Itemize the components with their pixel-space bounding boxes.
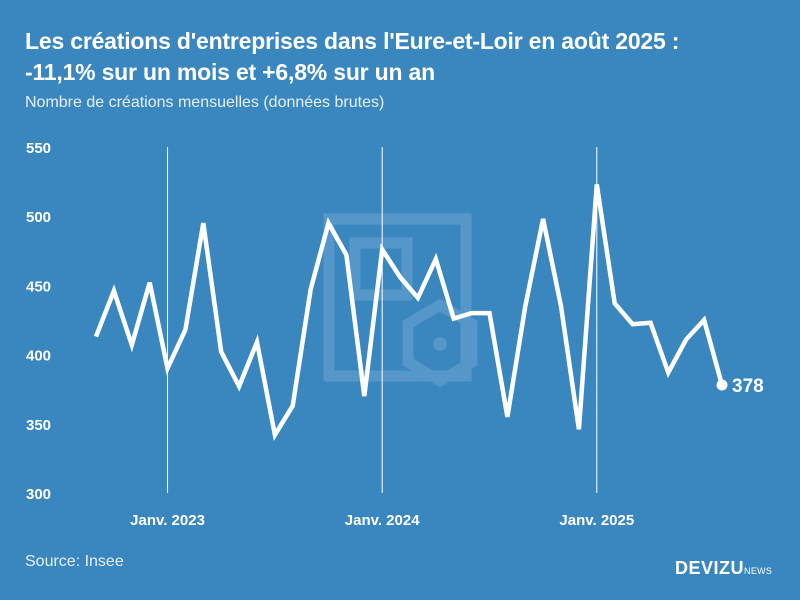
x-tick-label: Janv. 2025 (559, 512, 634, 529)
y-tick-label: 450 (26, 278, 51, 295)
y-axis: 550 500 450 400 350 300 (26, 140, 51, 503)
chart-title-line-2: -11,1% sur un mois et +6,8% sur un an (25, 59, 435, 85)
brand-suffix: NEWS (744, 566, 773, 576)
last-point-marker (716, 379, 728, 391)
brand-name: DEVIZU (675, 558, 745, 578)
watermark-logo-icon (323, 213, 478, 388)
y-tick-label: 500 (26, 209, 51, 226)
y-tick-label: 400 (26, 348, 51, 365)
brand-logo: DEVIZUNEWS (675, 558, 772, 579)
y-tick-label: 300 (26, 486, 51, 503)
y-tick-label: 350 (26, 417, 51, 434)
y-tick-label: 550 (26, 140, 51, 157)
x-axis: Janv. 2023 Janv. 2024 Janv. 2025 (130, 512, 634, 529)
chart-title-line-1: Les créations d'entreprises dans l'Eure-… (25, 28, 680, 54)
source-note: Source: Insee (25, 553, 124, 570)
x-tick-label: Janv. 2023 (130, 512, 205, 529)
x-tick-label: Janv. 2024 (345, 512, 420, 529)
last-value-label: 378 (732, 376, 764, 397)
chart-subtitle: Nombre de créations mensuelles (données … (25, 94, 385, 111)
series-line (93, 184, 725, 442)
chart-title: Les créations d'entreprises dans l'Eure-… (25, 26, 785, 88)
watermark-dot-icon (433, 337, 447, 351)
x-gridlines (167, 147, 598, 493)
